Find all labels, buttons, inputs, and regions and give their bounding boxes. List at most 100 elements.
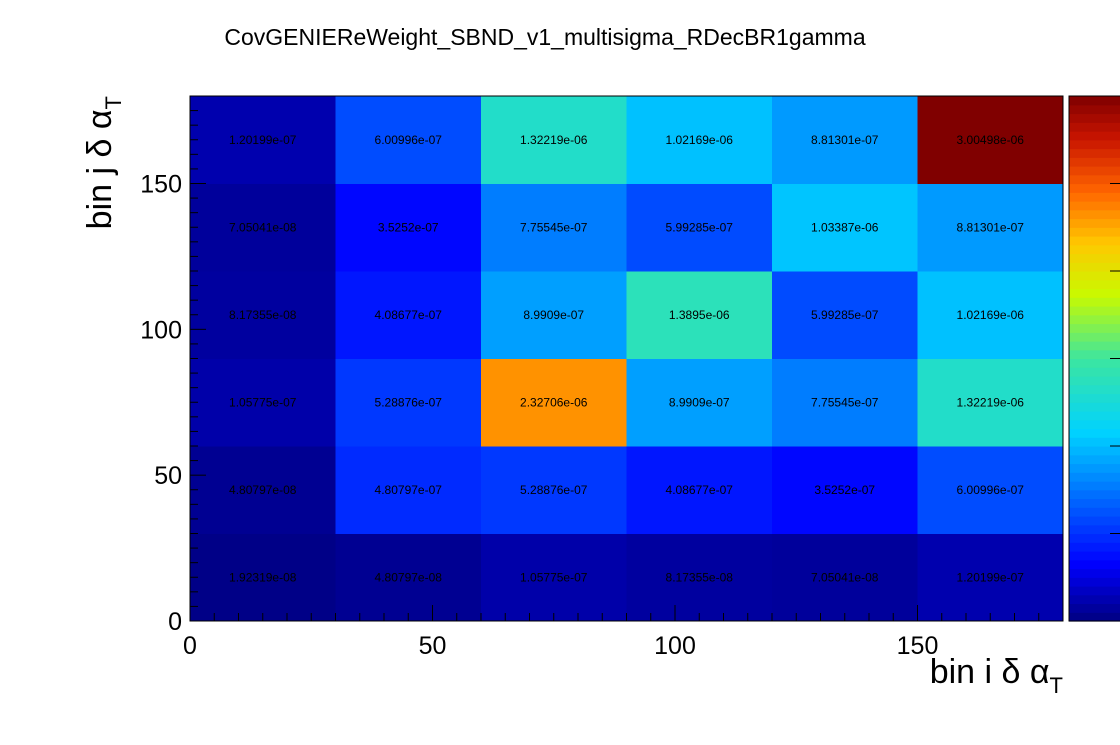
colorbar-segment — [1069, 104, 1120, 115]
cell-value-label: 8.17355e-08 — [666, 570, 734, 584]
y-axis-label-main: bin j δ α — [81, 109, 119, 229]
colorbar-segment — [1069, 603, 1120, 613]
cell-value-label: 7.05041e-08 — [229, 220, 297, 234]
colorbar-segment — [1069, 174, 1120, 185]
cell-value-label: 2.32706e-06 — [520, 395, 588, 409]
colorbar-segment — [1069, 323, 1120, 333]
heatmap-cell — [772, 358, 918, 447]
heatmap-cell — [917, 183, 1064, 272]
colorbar-segment — [1069, 358, 1120, 368]
colorbar-segment — [1069, 157, 1120, 167]
heatmap-cell — [481, 183, 627, 272]
x-axis-label-main: bin i δ α — [930, 653, 1050, 691]
cell-value-label: 1.02169e-06 — [957, 308, 1025, 322]
heatmap-cell — [917, 533, 1064, 622]
x-axis-label-subscript: T — [1050, 673, 1063, 698]
colorbar-segment — [1069, 183, 1120, 193]
cell-value-label: 4.80797e-07 — [375, 483, 443, 497]
heatmap-cell — [917, 358, 1064, 447]
colorbar-segment — [1069, 122, 1120, 132]
heatmap-cell — [335, 271, 482, 359]
x-tick-label: 50 — [419, 632, 447, 660]
y-tick-label: 0 — [168, 608, 182, 636]
cell-value-label: 7.75545e-07 — [520, 220, 588, 234]
heatmap-cell — [917, 446, 1064, 534]
colorbar-segment — [1069, 568, 1120, 578]
y-tick-label: 50 — [154, 462, 182, 490]
cell-value-label: 7.75545e-07 — [811, 395, 879, 409]
x-tick-label: 0 — [183, 632, 197, 660]
colorbar-segment — [1069, 349, 1120, 360]
cell-value-label: 5.99285e-07 — [811, 308, 879, 322]
cell-value-label: 1.02169e-06 — [666, 133, 734, 147]
y-tick-label: 100 — [140, 316, 182, 344]
heatmap-cell — [772, 533, 918, 622]
color-scale-bar — [1068, 95, 1120, 622]
colorbar-segment — [1069, 367, 1120, 377]
colorbar-segment — [1069, 332, 1120, 342]
colorbar-segment — [1069, 341, 1120, 351]
colorbar-segment — [1069, 314, 1120, 325]
heatmap-cell — [626, 271, 773, 359]
heatmap-cell — [190, 183, 336, 272]
heatmap-cell — [917, 271, 1064, 359]
cell-value-label: 4.80797e-08 — [229, 483, 297, 497]
colorbar-segment — [1069, 376, 1120, 386]
cell-value-label: 4.08677e-07 — [375, 308, 443, 322]
colorbar-segment — [1069, 524, 1120, 535]
colorbar-segment — [1069, 612, 1120, 622]
heatmap-cell — [190, 271, 336, 359]
cell-value-label: 3.5252e-07 — [814, 483, 875, 497]
cell-value-label: 8.9909e-07 — [669, 395, 730, 409]
cell-value-label: 1.20199e-07 — [957, 570, 1025, 584]
colorbar-segment — [1069, 244, 1120, 255]
colorbar-segment — [1069, 402, 1120, 412]
colorbar-segment — [1069, 428, 1120, 438]
heatmap-cell — [190, 533, 336, 622]
colorbar-segment — [1069, 271, 1120, 281]
heatmap-cell — [190, 96, 336, 184]
colorbar-frame — [1068, 95, 1120, 622]
colorbar-segment — [1069, 446, 1120, 456]
cell-value-label: 1.03387e-06 — [811, 220, 879, 234]
cell-value-label: 8.81301e-07 — [957, 220, 1025, 234]
cell-value-label: 6.00996e-07 — [957, 483, 1025, 497]
colorbar-segment — [1069, 209, 1120, 220]
chart-title: CovGENIEReWeight_SBND_v1_multisigma_RDec… — [224, 24, 865, 50]
colorbar-segment — [1069, 131, 1120, 141]
heatmap-cell — [190, 358, 336, 447]
cell-value-label: 1.92319e-08 — [229, 570, 297, 584]
heatmap-cell — [481, 271, 627, 359]
colorbar-segment — [1069, 454, 1120, 465]
colorbar-segment — [1069, 218, 1120, 228]
heatmap-cell — [335, 533, 482, 622]
heatmap-cell — [772, 271, 918, 359]
colorbar-segment — [1069, 113, 1120, 123]
cell-value-label: 1.3895e-06 — [669, 308, 730, 322]
cell-value-label: 8.81301e-07 — [811, 133, 879, 147]
heatmap-cell — [626, 446, 773, 534]
heatmap-cell — [626, 533, 773, 622]
colorbar-segment — [1069, 288, 1120, 298]
colorbar-segment — [1069, 262, 1120, 272]
colorbar-segment — [1069, 489, 1120, 500]
heatmap-cell — [626, 183, 773, 272]
cell-value-label: 1.32219e-06 — [520, 133, 588, 147]
cell-value-label: 4.08677e-07 — [666, 483, 734, 497]
axes: 0 50 100 150 0 50 100 150 — [140, 95, 1064, 660]
colorbar-segment — [1069, 419, 1120, 430]
x-axis-label: bin i δ αT — [930, 653, 1063, 698]
colorbar-segment — [1069, 516, 1120, 526]
cell-value-label: 1.05775e-07 — [520, 570, 588, 584]
heatmap-cell — [917, 96, 1064, 184]
heatmap-cell — [772, 183, 918, 272]
heatmap-cell — [481, 533, 627, 622]
colorbar-segment — [1069, 148, 1120, 158]
colorbar-segment — [1069, 542, 1120, 552]
heatmap-cell — [335, 358, 482, 447]
colorbar-segment — [1069, 227, 1120, 237]
cell-value-label: 1.20199e-07 — [229, 133, 297, 147]
heatmap-cell — [481, 96, 627, 184]
